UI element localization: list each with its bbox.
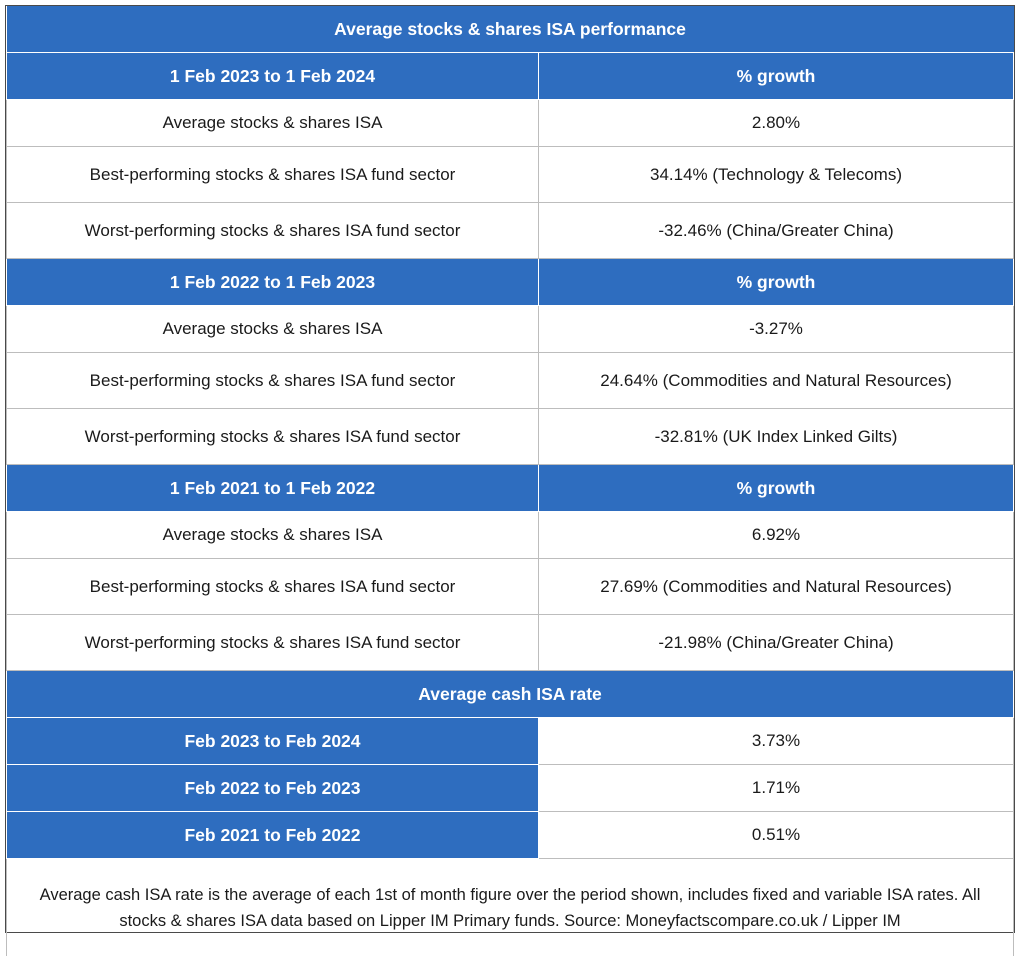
period-header-growth: % growth [539, 259, 1014, 306]
period-header-row: 1 Feb 2021 to 1 Feb 2022 % growth [7, 465, 1014, 512]
table-row: Best-performing stocks & shares ISA fund… [7, 353, 1014, 409]
table-row: Average stocks & shares ISA 2.80% [7, 100, 1014, 147]
table-row: Worst-performing stocks & shares ISA fun… [7, 615, 1014, 671]
isa-performance-table: Average stocks & shares ISA performance … [6, 6, 1014, 956]
table-row: Worst-performing stocks & shares ISA fun… [7, 409, 1014, 465]
period-header-row: 1 Feb 2022 to 1 Feb 2023 % growth [7, 259, 1014, 306]
table-row: Average stocks & shares ISA -3.27% [7, 306, 1014, 353]
cash-row-value: 0.51% [539, 812, 1014, 859]
cash-row: Feb 2022 to Feb 2023 1.71% [7, 765, 1014, 812]
row-label: Average stocks & shares ISA [7, 100, 539, 147]
period-header-growth: % growth [539, 465, 1014, 512]
period-header-label: 1 Feb 2021 to 1 Feb 2022 [7, 465, 539, 512]
row-label: Best-performing stocks & shares ISA fund… [7, 147, 539, 203]
row-value: -21.98% (China/Greater China) [539, 615, 1014, 671]
row-value: 6.92% [539, 512, 1014, 559]
row-label: Worst-performing stocks & shares ISA fun… [7, 615, 539, 671]
row-value: 27.69% (Commodities and Natural Resource… [539, 559, 1014, 615]
cash-row-label: Feb 2021 to Feb 2022 [7, 812, 539, 859]
period-header-row: 1 Feb 2023 to 1 Feb 2024 % growth [7, 53, 1014, 100]
cash-row-label: Feb 2023 to Feb 2024 [7, 718, 539, 765]
period-header-label: 1 Feb 2023 to 1 Feb 2024 [7, 53, 539, 100]
isa-performance-table-frame: Average stocks & shares ISA performance … [5, 5, 1015, 933]
cash-row: Feb 2023 to Feb 2024 3.73% [7, 718, 1014, 765]
cash-row-value: 1.71% [539, 765, 1014, 812]
table-title-row: Average stocks & shares ISA performance [7, 6, 1014, 53]
table-row: Best-performing stocks & shares ISA fund… [7, 559, 1014, 615]
cash-row: Feb 2021 to Feb 2022 0.51% [7, 812, 1014, 859]
row-value: 2.80% [539, 100, 1014, 147]
row-label: Worst-performing stocks & shares ISA fun… [7, 203, 539, 259]
cash-row-label: Feb 2022 to Feb 2023 [7, 765, 539, 812]
period-header-growth: % growth [539, 53, 1014, 100]
row-label: Average stocks & shares ISA [7, 306, 539, 353]
row-label: Average stocks & shares ISA [7, 512, 539, 559]
row-value: -32.46% (China/Greater China) [539, 203, 1014, 259]
cash-isa-title-row: Average cash ISA rate [7, 671, 1014, 718]
period-header-label: 1 Feb 2022 to 1 Feb 2023 [7, 259, 539, 306]
table-row: Best-performing stocks & shares ISA fund… [7, 147, 1014, 203]
row-label: Best-performing stocks & shares ISA fund… [7, 559, 539, 615]
row-value: -32.81% (UK Index Linked Gilts) [539, 409, 1014, 465]
footnote-text: Average cash ISA rate is the average of … [7, 859, 1014, 956]
table-row: Worst-performing stocks & shares ISA fun… [7, 203, 1014, 259]
row-value: 34.14% (Technology & Telecoms) [539, 147, 1014, 203]
table-title: Average stocks & shares ISA performance [7, 6, 1014, 53]
row-value: 24.64% (Commodities and Natural Resource… [539, 353, 1014, 409]
cash-isa-title: Average cash ISA rate [7, 671, 1014, 718]
cash-row-value: 3.73% [539, 718, 1014, 765]
row-label: Worst-performing stocks & shares ISA fun… [7, 409, 539, 465]
table-row: Average stocks & shares ISA 6.92% [7, 512, 1014, 559]
footnote-row: Average cash ISA rate is the average of … [7, 859, 1014, 956]
row-value: -3.27% [539, 306, 1014, 353]
row-label: Best-performing stocks & shares ISA fund… [7, 353, 539, 409]
